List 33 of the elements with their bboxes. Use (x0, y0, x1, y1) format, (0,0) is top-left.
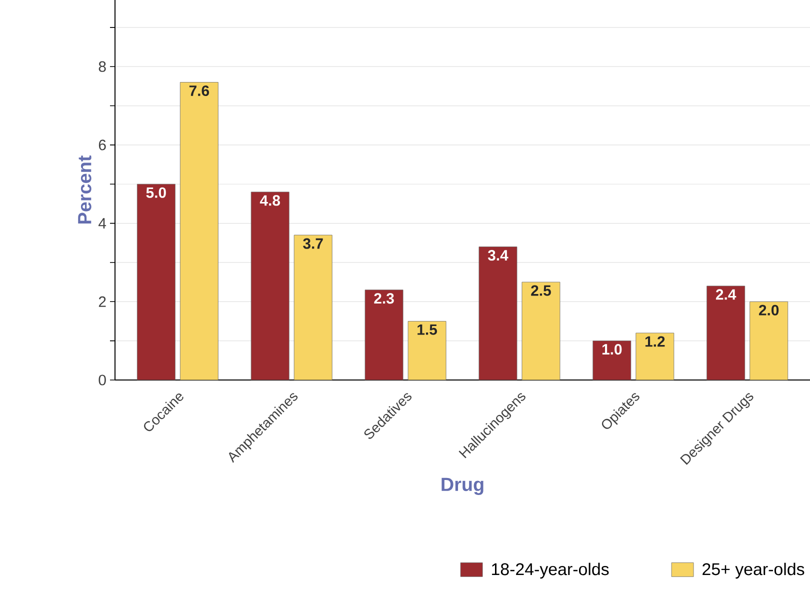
y-tick-label: 8 (98, 61, 106, 72)
data-label: 1.2 (645, 336, 665, 347)
bar (478, 246, 518, 380)
data-label: 3.7 (303, 238, 323, 249)
data-label: 2.5 (531, 285, 551, 296)
y-axis-title: Percent (78, 156, 92, 224)
data-label: 2.4 (716, 289, 736, 300)
bar (250, 192, 290, 380)
data-label: 2.3 (374, 293, 394, 304)
y-tick-label: 0 (98, 374, 106, 386)
bar (522, 282, 560, 380)
data-label: 7.6 (189, 85, 210, 96)
legend-label: 18-24-year-olds (492, 562, 609, 579)
data-label: 1.0 (602, 344, 622, 355)
bar (636, 332, 674, 380)
y-tick-label: 6 (98, 140, 106, 150)
data-label: 4.8 (260, 195, 280, 206)
bar (294, 234, 332, 380)
x-axis-title: Drug (442, 478, 484, 495)
bar (706, 286, 746, 380)
bar (180, 82, 218, 380)
bar (408, 321, 446, 380)
bar (750, 301, 788, 380)
bar (592, 340, 632, 380)
bar (136, 184, 176, 380)
data-label: 5.0 (146, 187, 166, 198)
data-label: 2.0 (758, 304, 779, 316)
data-label: 1.5 (418, 324, 437, 335)
data-label: 3.4 (488, 250, 508, 261)
bar (364, 290, 404, 380)
y-tick-label: 2 (98, 296, 106, 307)
y-tick-label: 4 (98, 218, 106, 228)
legend-label: 25+ year-olds (702, 562, 804, 579)
